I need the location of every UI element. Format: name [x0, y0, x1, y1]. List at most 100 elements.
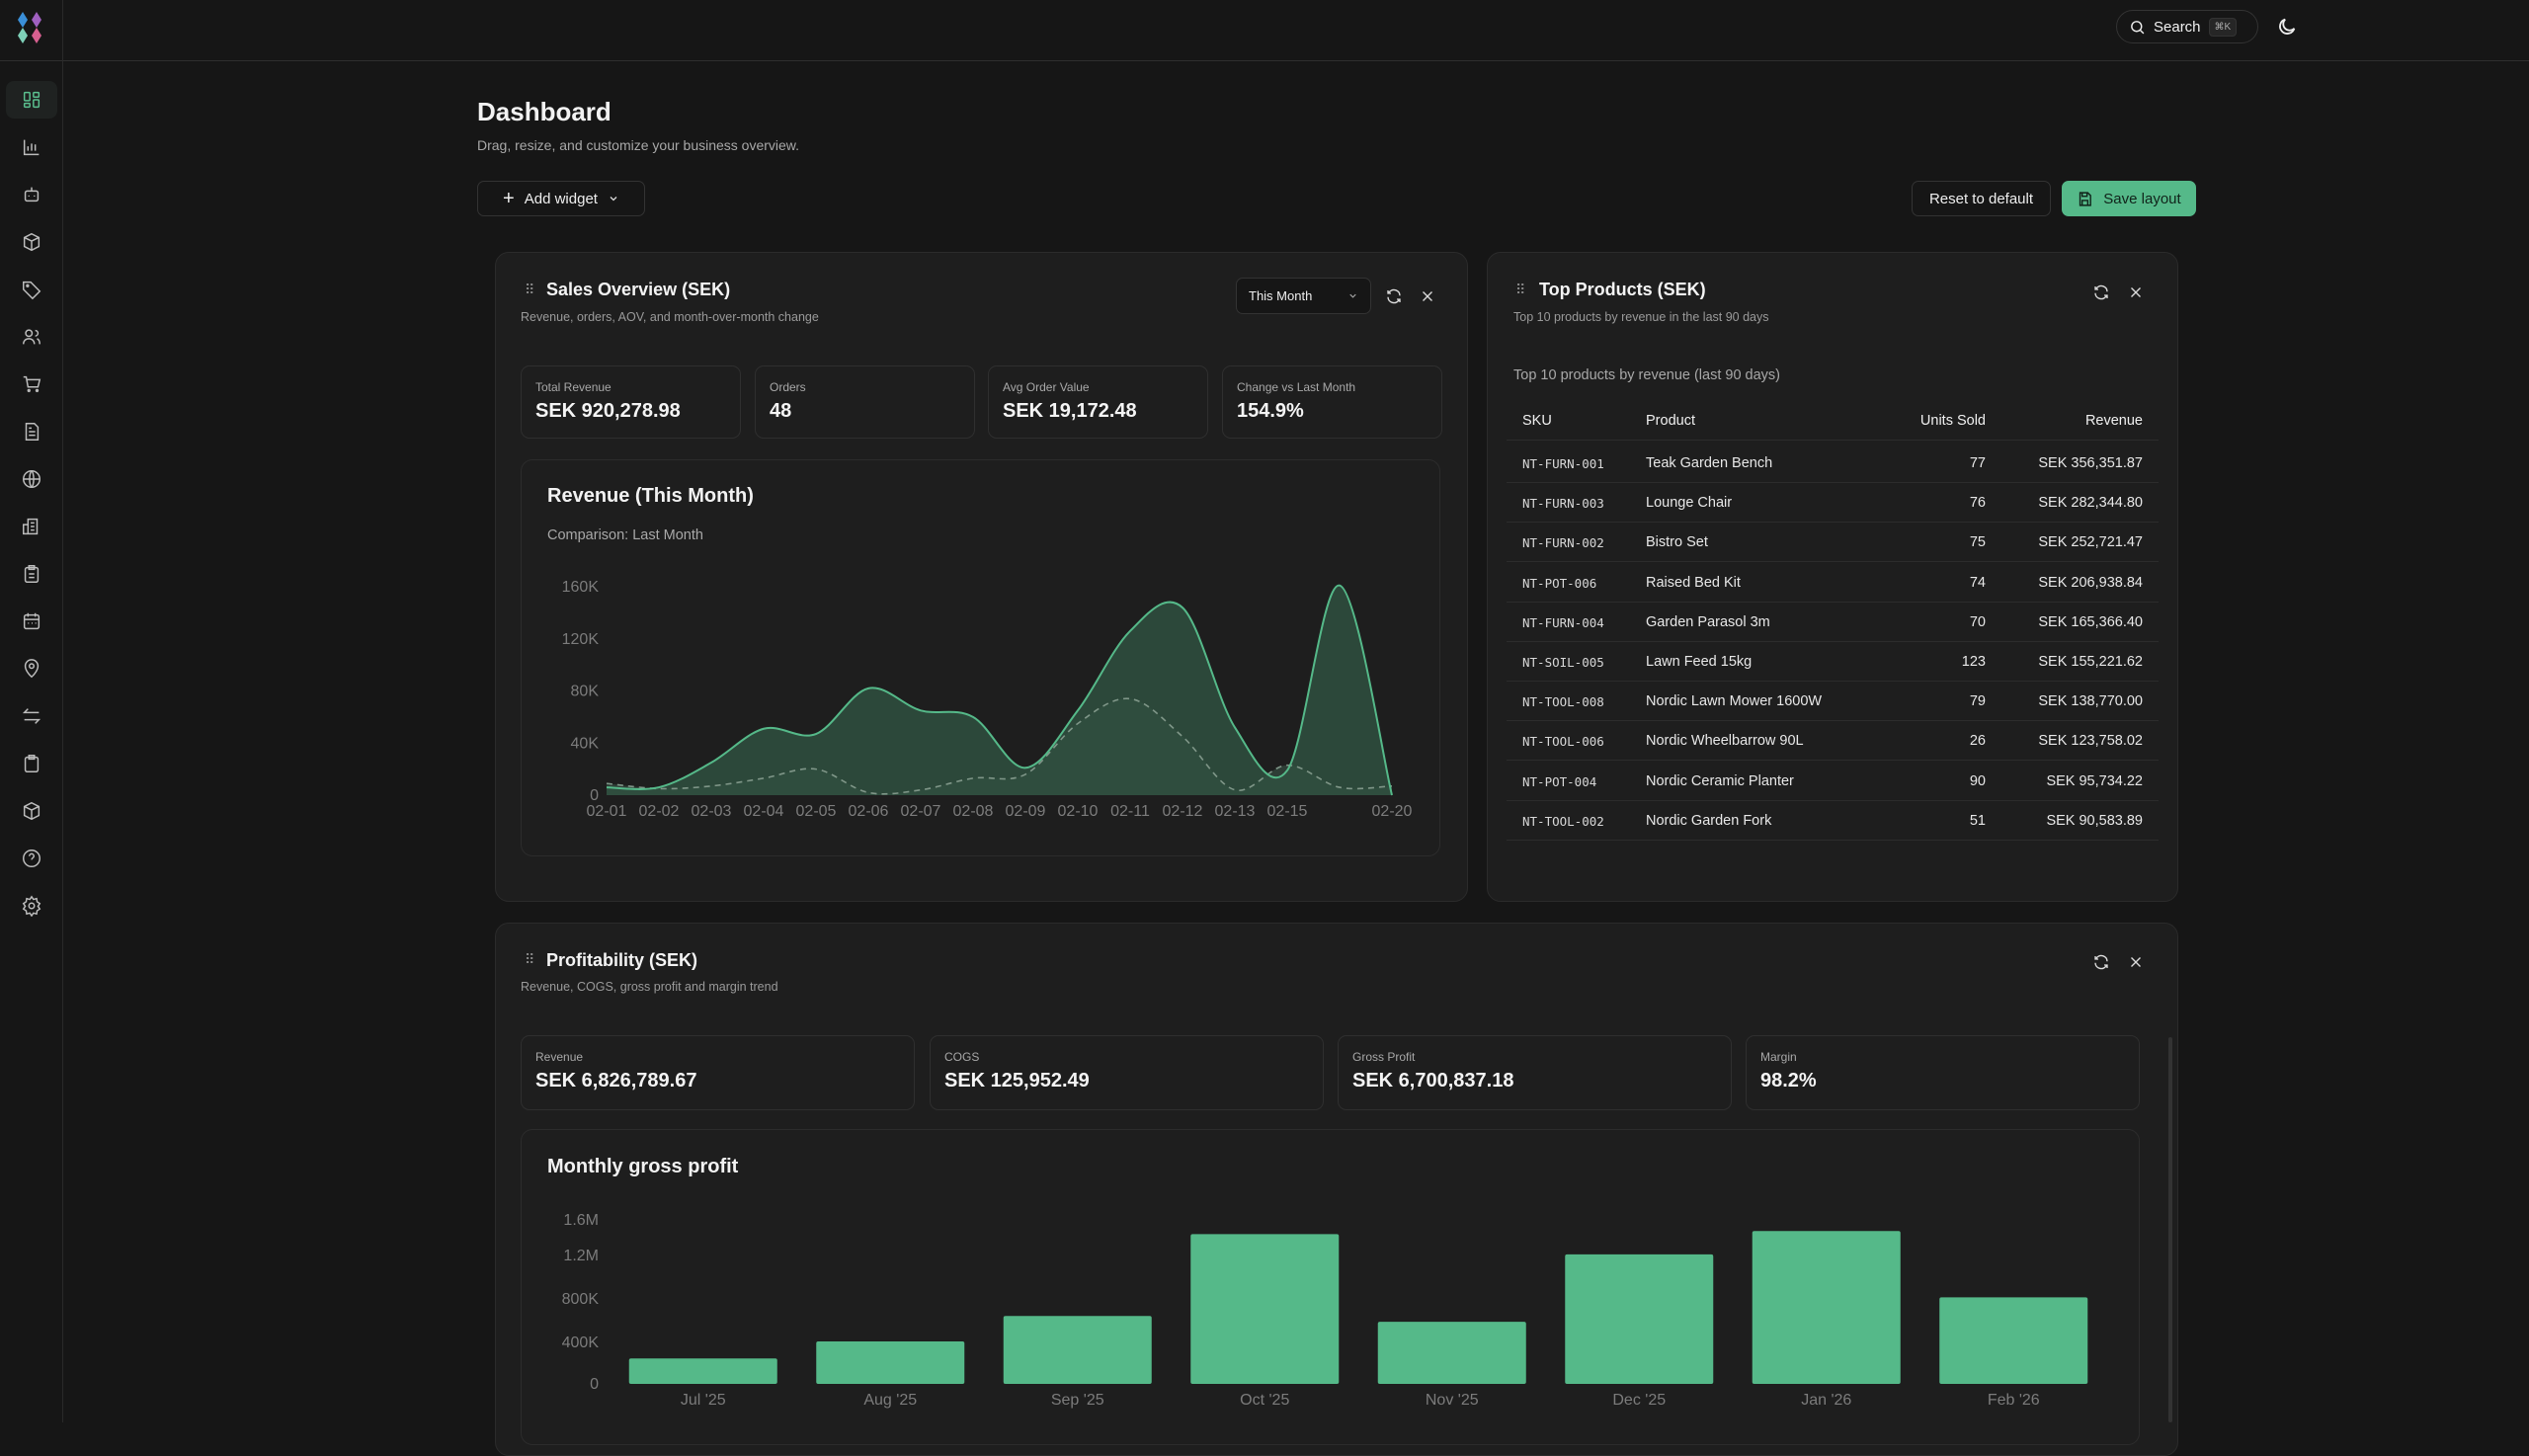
theme-toggle[interactable] — [2276, 16, 2298, 42]
x-tick-label: 02-10 — [1058, 803, 1099, 820]
drag-handle-icon[interactable]: ⠿ — [1515, 282, 1526, 297]
sidebar-item-settings[interactable] — [6, 887, 57, 925]
table-row[interactable]: NT-FURN-002 Bistro Set 75 SEK 252,721.47 — [1507, 523, 2159, 563]
kpi-value: 98.2% — [1760, 1070, 1817, 1092]
table-row[interactable]: NT-POT-006 Raised Bed Kit 74 SEK 206,938.84 — [1507, 563, 2159, 603]
x-tick-label: 02-11 — [1110, 803, 1150, 820]
units-cell: 70 — [1969, 613, 1986, 630]
sku-cell: NT-SOIL-005 — [1522, 655, 1604, 670]
kpi-card: Gross Profit SEK 6,700,837.18 — [1338, 1035, 1732, 1110]
bar — [816, 1341, 965, 1384]
drag-handle-icon[interactable]: ⠿ — [525, 951, 535, 967]
bar-chart-icon — [23, 139, 40, 156]
column-units-sold[interactable]: Units Sold — [1919, 413, 1986, 429]
top-products-widget — [1487, 252, 2178, 902]
units-cell: 75 — [1969, 534, 1986, 551]
column-product[interactable]: Product — [1646, 413, 1695, 429]
table-row[interactable]: NT-FURN-001 Teak Garden Bench 77 SEK 356,35… — [1507, 444, 2159, 483]
sidebar-item-package[interactable] — [6, 223, 57, 261]
table-row[interactable]: NT-SOIL-005 Lawn Feed 15kg 123 SEK 155,221.… — [1507, 642, 2159, 682]
sidebar-item-box[interactable] — [6, 792, 57, 830]
drag-handle-icon[interactable]: ⠿ — [525, 282, 534, 297]
sidebar-item-users[interactable] — [6, 318, 57, 356]
kpi-label: Orders — [770, 380, 806, 394]
revenue-cell: SEK 155,221.62 — [2038, 654, 2143, 670]
table-row[interactable]: NT-FURN-003 Lounge Chair 76 SEK 282,344.80 — [1507, 483, 2159, 524]
revenue-cell: SEK 282,344.80 — [2038, 495, 2143, 512]
add-widget-button[interactable]: + Add widget — [477, 181, 645, 216]
sidebar-item-map-pin[interactable] — [6, 650, 57, 688]
sidebar-item-bar-chart[interactable] — [6, 128, 57, 166]
sidebar-item-tag[interactable] — [6, 271, 57, 308]
sku-cell: NT-FURN-001 — [1522, 456, 1604, 471]
revenue-cell: SEK 95,734.22 — [2046, 772, 2143, 789]
x-tick-label: 02-04 — [744, 803, 784, 820]
sidebar-item-dashboard[interactable] — [6, 81, 57, 119]
x-tick-label: 02-09 — [1006, 803, 1046, 820]
sidebar-item-clipboard-list[interactable] — [6, 555, 57, 593]
sidebar-item-cart[interactable] — [6, 365, 57, 403]
table-row[interactable]: NT-TOOL-002 Nordic Garden Fork 51 SEK 90,58… — [1507, 801, 2159, 841]
x-tick-label: 02-03 — [692, 803, 732, 820]
close-button[interactable] — [1417, 285, 1438, 307]
refresh-button[interactable] — [2090, 282, 2112, 303]
save-layout-button[interactable]: Save layout — [2062, 181, 2196, 216]
table-row[interactable]: NT-TOOL-006 Nordic Wheelbarrow 90L 26 SEK 1… — [1507, 721, 2159, 762]
building-icon — [23, 518, 39, 535]
sidebar-item-document[interactable] — [6, 413, 57, 450]
close-button[interactable] — [2125, 282, 2147, 303]
revenue-cell: SEK 123,758.02 — [2038, 733, 2143, 750]
sidebar-item-clipboard[interactable] — [6, 745, 57, 782]
close-icon — [2131, 287, 2141, 297]
reset-to-default-button[interactable]: Reset to default — [1912, 181, 2051, 216]
kpi-label: COGS — [944, 1050, 980, 1064]
app-logo[interactable] — [12, 8, 51, 52]
refresh-button[interactable] — [2090, 951, 2112, 973]
bar — [1003, 1316, 1152, 1384]
kpi-card: Change vs Last Month 154.9% — [1222, 365, 1442, 439]
kpi-label: Change vs Last Month — [1237, 380, 1356, 394]
units-cell: 74 — [1969, 574, 1986, 591]
sidebar-item-building[interactable] — [6, 508, 57, 545]
column-sku[interactable]: SKU — [1522, 413, 1552, 429]
search-button[interactable]: Search ⌘K — [2116, 10, 2258, 43]
x-tick-label: Sep '25 — [1051, 1392, 1104, 1409]
x-tick-label: 02-07 — [901, 803, 941, 820]
refresh-button[interactable] — [1383, 285, 1405, 307]
product-cell: Nordic Wheelbarrow 90L — [1646, 733, 1804, 750]
sidebar — [0, 0, 63, 1422]
period-select[interactable]: This Month — [1236, 278, 1371, 314]
profitability-subtitle: Revenue, COGS, gross profit and margin t… — [521, 980, 778, 994]
sku-cell: NT-TOOL-002 — [1522, 813, 1604, 829]
revenue-chart-card — [521, 459, 1440, 856]
scrollbar[interactable] — [2168, 1037, 2172, 1422]
sidebar-item-bot[interactable] — [6, 176, 57, 213]
x-tick-label: 02-02 — [639, 803, 680, 820]
sales-subtitle: Revenue, orders, AOV, and month-over-mon… — [521, 310, 819, 324]
y-tick-label: 800K — [562, 1291, 600, 1308]
close-button[interactable] — [2125, 951, 2147, 973]
product-cell: Nordic Ceramic Planter — [1646, 772, 1794, 789]
sku-cell: NT-FURN-002 — [1522, 535, 1604, 551]
sidebar-item-globe[interactable] — [6, 460, 57, 498]
revenue-cell: SEK 138,770.00 — [2038, 693, 2143, 710]
sidebar-item-calendar[interactable] — [6, 603, 57, 640]
table-row[interactable]: NT-FURN-004 Garden Parasol 3m 70 SEK 165,36… — [1507, 603, 2159, 642]
kpi-card: Orders 48 — [755, 365, 975, 439]
y-tick-label: 160K — [562, 579, 600, 596]
x-tick-label: 02-13 — [1215, 803, 1256, 820]
sidebar-item-transfer[interactable] — [6, 697, 57, 735]
moon-icon — [2279, 18, 2296, 35]
revenue-cell: SEK 356,351.87 — [2038, 455, 2143, 471]
y-tick-label: 0 — [590, 787, 599, 804]
sidebar-item-help[interactable] — [6, 840, 57, 877]
save-layout-label: Save layout — [2103, 190, 2181, 207]
x-tick-label: Oct '25 — [1240, 1392, 1289, 1409]
table-row[interactable]: NT-POT-004 Nordic Ceramic Planter 90 SEK 95… — [1507, 762, 2159, 801]
top-products-subtitle: Top 10 products by revenue in the last 9… — [1513, 310, 1769, 324]
x-tick-label: 02-08 — [953, 803, 994, 820]
table-row[interactable]: NT-TOOL-008 Nordic Lawn Mower 1600W 79 SEK … — [1507, 682, 2159, 722]
product-cell: Teak Garden Bench — [1646, 455, 1773, 471]
column-revenue[interactable]: Revenue — [2084, 413, 2143, 429]
table-caption: Top 10 products by revenue (last 90 days… — [1513, 367, 1781, 383]
